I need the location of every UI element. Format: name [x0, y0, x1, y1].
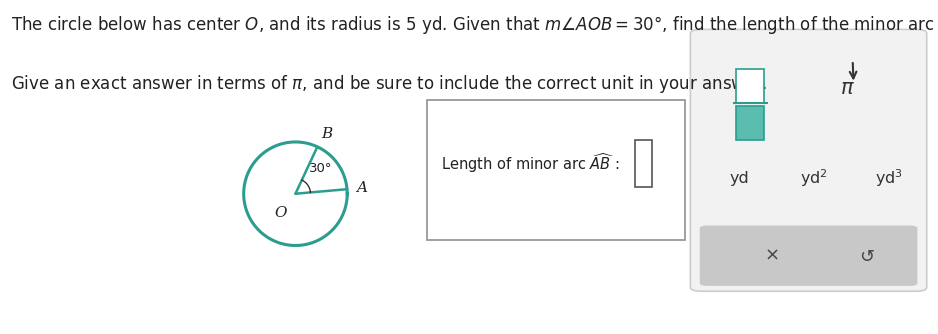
Text: The circle below has center $O$, and its radius is 5 yd. Given that $m\angle AOB: The circle below has center $O$, and its…	[11, 10, 938, 37]
Text: ×: ×	[764, 247, 779, 265]
FancyBboxPatch shape	[736, 69, 764, 103]
Text: $\pi$: $\pi$	[840, 78, 855, 98]
FancyBboxPatch shape	[427, 100, 685, 240]
FancyBboxPatch shape	[700, 225, 917, 286]
FancyBboxPatch shape	[635, 140, 652, 187]
Text: Give an exact answer in terms of $\pi$, and be sure to include the correct unit : Give an exact answer in terms of $\pi$, …	[11, 73, 767, 96]
FancyBboxPatch shape	[736, 106, 764, 140]
Text: 30°: 30°	[309, 162, 332, 175]
Text: yd: yd	[729, 171, 749, 186]
Text: $\mathrm{yd}^2$: $\mathrm{yd}^2$	[800, 167, 828, 189]
Text: $\mathrm{yd}^3$: $\mathrm{yd}^3$	[875, 167, 903, 189]
Text: O: O	[275, 206, 287, 220]
Text: Length of minor arc $\widehat{AB}$ :: Length of minor arc $\widehat{AB}$ :	[441, 151, 620, 175]
Text: A: A	[356, 181, 368, 194]
Text: $\circlearrowleft$: $\circlearrowleft$	[856, 247, 875, 265]
FancyBboxPatch shape	[690, 29, 927, 291]
Text: B: B	[321, 127, 332, 141]
